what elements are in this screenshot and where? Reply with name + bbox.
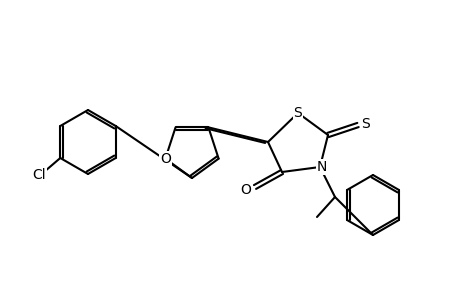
Text: O: O xyxy=(240,183,251,197)
Text: O: O xyxy=(160,152,170,166)
Text: S: S xyxy=(293,106,302,120)
Text: N: N xyxy=(316,160,326,174)
Text: S: S xyxy=(361,117,369,131)
Text: Cl: Cl xyxy=(33,168,46,182)
